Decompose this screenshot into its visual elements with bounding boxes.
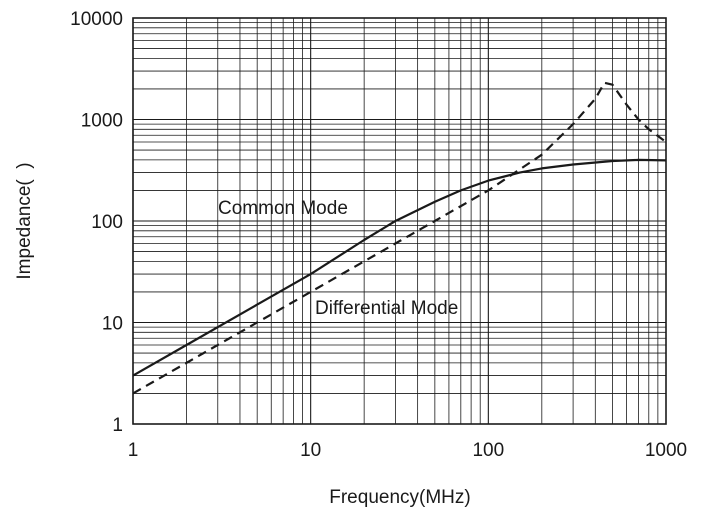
y-axis-title: Impedance( ) [14, 162, 35, 279]
annotation-differential-mode: Differential Mode [315, 298, 458, 319]
series [132, 81, 667, 395]
plot-frame [132, 17, 667, 425]
y-tick-label: 100 [91, 212, 123, 233]
x-axis-title: Frequency(MHz) [329, 487, 470, 508]
differential-mode-line [132, 81, 667, 395]
grid [132, 18, 666, 425]
x-tick-label: 1000 [645, 440, 687, 461]
x-tick-label: 100 [472, 440, 504, 461]
y-tick-label: 10000 [70, 9, 123, 30]
x-tick-label: 10 [300, 440, 321, 461]
x-tick-label: 1 [128, 440, 139, 461]
y-tick-label: 10 [102, 314, 123, 335]
y-tick-label: 1 [112, 415, 123, 436]
annotation-common-mode: Common Mode [218, 198, 348, 219]
tick-labels: 1 10 100 1000 1 10 100 1000 10000 [70, 9, 687, 461]
y-tick-label: 1000 [81, 111, 123, 132]
common-mode-line [132, 158, 667, 377]
